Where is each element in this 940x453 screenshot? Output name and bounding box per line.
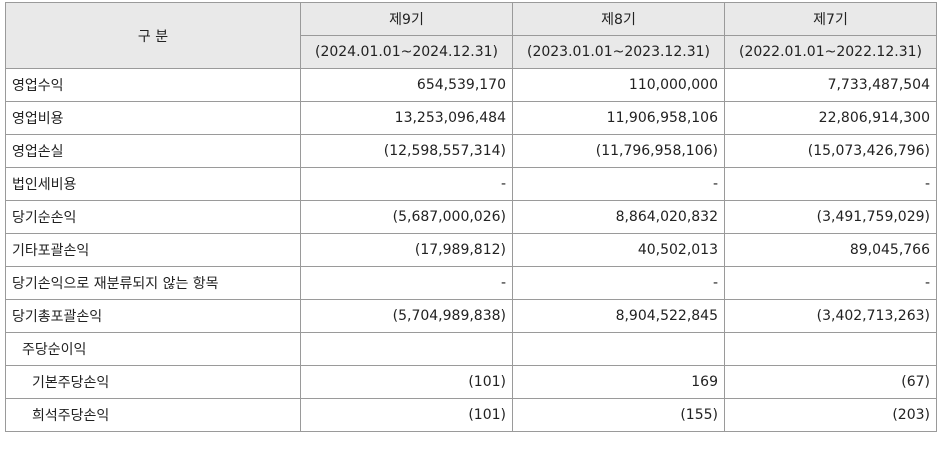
row-label: 영업수익 [5, 68, 301, 102]
row-value: - [300, 167, 513, 201]
row-label: 당기총포괄손익 [5, 299, 301, 333]
row-value: 654,539,170 [300, 68, 513, 102]
row-value: (11,796,958,106) [512, 134, 725, 168]
table-row: 당기순손익 (5,687,000,026) 8,864,020,832 (3,4… [5, 200, 937, 234]
table-row: 희석주당손익 (101) (155) (203) [5, 398, 937, 432]
row-value: (5,704,989,838) [300, 299, 513, 333]
header-row-ranges: (2024.01.01~2024.12.31) (2023.01.01~2023… [6, 35, 937, 69]
row-value: 7,733,487,504 [724, 68, 937, 102]
table-row: 영업수익 654,539,170 110,000,000 7,733,487,5… [5, 68, 937, 102]
row-value: (12,598,557,314) [300, 134, 513, 168]
row-value: (101) [300, 398, 513, 432]
row-value: - [512, 167, 725, 201]
row-value [300, 332, 513, 366]
row-value: 89,045,766 [724, 233, 937, 267]
row-label: 기본주당손익 [5, 365, 301, 399]
row-value: 22,806,914,300 [724, 101, 937, 135]
category-header: 구 분 [5, 2, 301, 69]
period-range-9: (2024.01.01~2024.12.31) [300, 35, 513, 69]
row-label: 영업손실 [5, 134, 301, 168]
row-value: 8,864,020,832 [512, 200, 725, 234]
row-label: 당기순손익 [5, 200, 301, 234]
row-value: (5,687,000,026) [300, 200, 513, 234]
row-value: (155) [512, 398, 725, 432]
row-label: 기타포괄손익 [5, 233, 301, 267]
row-value: 110,000,000 [512, 68, 725, 102]
row-label: 법인세비용 [5, 167, 301, 201]
row-value: 169 [512, 365, 725, 399]
period-name-8: 제8기 [512, 2, 725, 36]
row-value: 40,502,013 [512, 233, 725, 267]
row-label: 주당순이익 [5, 332, 301, 366]
income-statement-table: 구 분 제9기 제8기 제7기 (2024.01.01~2024.12.31) … [5, 2, 937, 432]
table-row: 기본주당손익 (101) 169 (67) [5, 365, 937, 399]
period-name-9: 제9기 [300, 2, 513, 36]
row-value: (3,402,713,263) [724, 299, 937, 333]
table-row: 영업비용 13,253,096,484 11,906,958,106 22,80… [5, 101, 937, 135]
period-name-7: 제7기 [724, 2, 937, 36]
table-row: 기타포괄손익 (17,989,812) 40,502,013 89,045,76… [5, 233, 937, 267]
row-value: - [724, 266, 937, 300]
table-row: 당기손익으로 재분류되지 않는 항목 - - - [5, 266, 937, 300]
table-row: 주당순이익 [5, 332, 937, 366]
row-value: (15,073,426,796) [724, 134, 937, 168]
row-value [512, 332, 725, 366]
header-row-periods: 구 분 제9기 제8기 제7기 [5, 2, 937, 69]
period-range-7: (2022.01.01~2022.12.31) [724, 35, 937, 69]
row-value: (67) [724, 365, 937, 399]
row-value: - [724, 167, 937, 201]
table-row: 법인세비용 - - - [5, 167, 937, 201]
row-value [724, 332, 937, 366]
row-value: (101) [300, 365, 513, 399]
table-row: 영업손실 (12,598,557,314) (11,796,958,106) (… [5, 134, 937, 168]
row-value: 11,906,958,106 [512, 101, 725, 135]
row-value: 13,253,096,484 [300, 101, 513, 135]
row-label: 영업비용 [5, 101, 301, 135]
row-value: - [300, 266, 513, 300]
row-value: 8,904,522,845 [512, 299, 725, 333]
row-value: (17,989,812) [300, 233, 513, 267]
row-value: (3,491,759,029) [724, 200, 937, 234]
table-row: 당기총포괄손익 (5,704,989,838) 8,904,522,845 (3… [5, 299, 937, 333]
row-value: (203) [724, 398, 937, 432]
row-label: 당기손익으로 재분류되지 않는 항목 [5, 266, 301, 300]
period-range-8: (2023.01.01~2023.12.31) [512, 35, 725, 69]
row-label: 희석주당손익 [5, 398, 301, 432]
row-value: - [512, 266, 725, 300]
